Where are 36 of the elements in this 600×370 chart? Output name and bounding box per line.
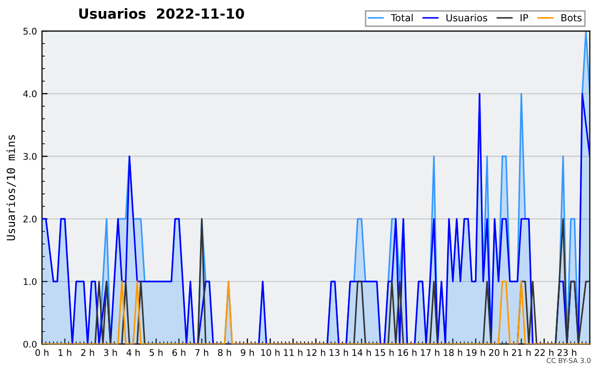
x-tick-label: 16 h [398,348,416,356]
x-tick-label: 1 h [58,348,72,356]
y-tick-label: 1.0 [24,278,37,286]
x-tick-label: 12 h [306,348,326,356]
legend-label: Total [390,14,413,22]
x-tick-label: 19 h [466,348,485,356]
x-tick-label: 0 h [35,348,48,356]
x-tick-label: 5 h [150,348,163,356]
x-tick-label: 18 h [444,348,462,356]
x-tick-label: 7 h [195,348,208,356]
x-tick-label: 10 h [261,348,280,356]
x-tick-label: 22 h [534,348,554,356]
y-tick-label: 3.0 [23,153,37,160]
legend-label: Bots [561,14,582,22]
y-tick-label: 5.0 [23,28,37,35]
legend-label: IP [520,14,528,22]
x-tick-label: 15 h [375,348,394,356]
y-tick-label: 4.0 [23,90,37,98]
x-tick-label: 6 h [172,348,186,356]
x-tick-label: 21 h [512,348,531,356]
y-tick-label: 2.0 [23,216,37,222]
chart-title: Usuarios 2022-11-10 [79,8,244,19]
x-tick-label: 3 h [104,348,117,356]
x-tick-label: 8 h [218,348,231,356]
x-tick-label: 14 h [352,348,371,356]
x-tick-label: 4 h [126,348,140,356]
legend-label: Usuarios [446,14,488,22]
x-tick-label: 13 h [330,348,348,356]
x-tick-label: 20 h [489,348,508,356]
x-tick-label: 2 h [81,348,94,356]
x-tick-label: 23 h [558,348,576,356]
y-axis-title: Usuarios/10 mins [6,135,16,240]
x-tick-label: 17 h [420,348,440,356]
x-tick-label: 9 h [240,348,254,356]
x-tick-label: 11 h [284,348,302,356]
y-tick-label: 0.0 [23,340,37,348]
